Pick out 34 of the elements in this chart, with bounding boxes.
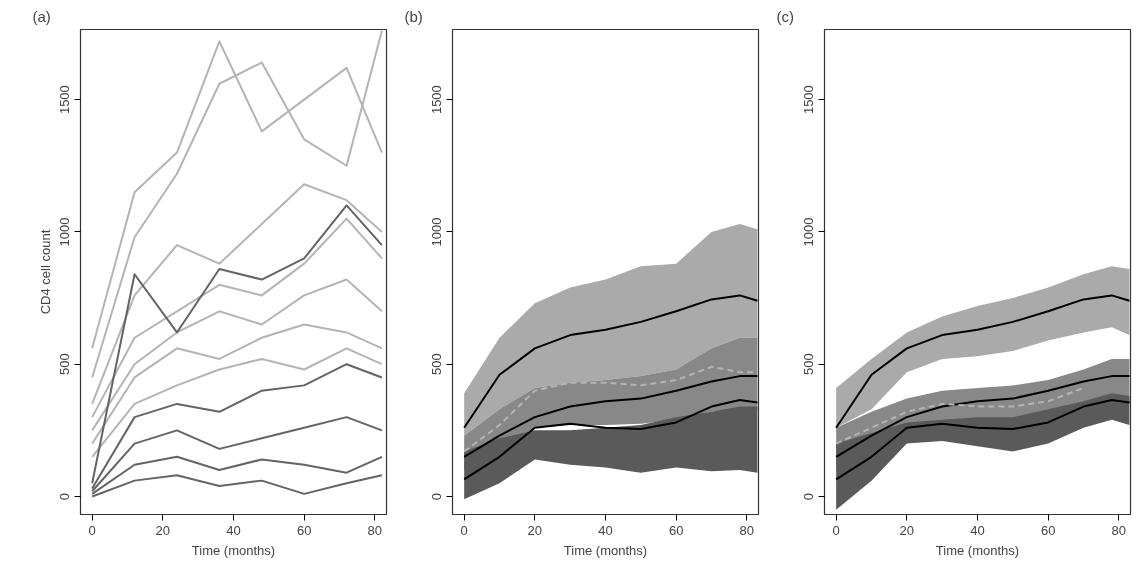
y-tick-label: 500 xyxy=(429,353,445,376)
x-tick-label: 20 xyxy=(527,522,543,538)
chart-title: (b) xyxy=(404,7,423,25)
x-tick-label: 20 xyxy=(155,522,171,538)
x-axis-title: Time (months) xyxy=(563,542,648,558)
x-tick-label: 60 xyxy=(296,522,312,538)
y-tick-label: 1000 xyxy=(429,217,445,247)
x-tick-label: 60 xyxy=(668,522,684,538)
x-tick-label: 80 xyxy=(367,522,383,538)
y-axis-title: CD4 cell count xyxy=(37,229,53,315)
x-tick-label: 40 xyxy=(598,522,613,538)
x-axis-title: Time (months) xyxy=(935,542,1020,558)
x-tick-label: 40 xyxy=(970,522,985,538)
y-tick-label: 500 xyxy=(801,353,817,376)
x-tick-label: 0 xyxy=(88,522,96,538)
x-tick-label: 80 xyxy=(739,522,755,538)
x-tick-label: 0 xyxy=(832,522,840,538)
y-tick-label: 1000 xyxy=(57,217,73,247)
y-tick-label: 1500 xyxy=(57,85,73,115)
y-tick-label: 500 xyxy=(57,353,73,376)
x-tick-label: 80 xyxy=(1111,522,1127,538)
chart-title: (c) xyxy=(776,7,794,25)
x-tick-label: 60 xyxy=(1040,522,1056,538)
y-tick-label: 1500 xyxy=(429,85,445,115)
x-tick-label: 20 xyxy=(899,522,915,538)
chart-title: (a) xyxy=(32,7,51,25)
x-tick-label: 40 xyxy=(226,522,241,538)
x-tick-label: 0 xyxy=(460,522,468,538)
y-tick-label: 0 xyxy=(57,492,73,501)
x-axis-title: Time (months) xyxy=(191,542,276,558)
y-tick-label: 1000 xyxy=(801,217,817,247)
y-tick-label: 1500 xyxy=(801,85,817,115)
y-tick-label: 0 xyxy=(801,492,817,501)
y-tick-label: 0 xyxy=(429,492,445,501)
